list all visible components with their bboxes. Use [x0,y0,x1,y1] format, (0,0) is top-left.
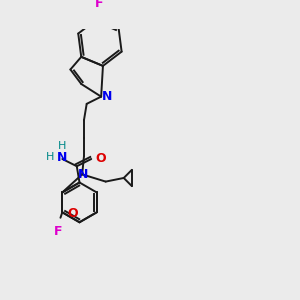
Text: F: F [53,225,62,238]
Text: N: N [78,168,88,181]
Text: O: O [96,152,106,165]
Text: H: H [46,152,54,162]
Text: F: F [94,0,103,10]
Text: H: H [58,141,67,151]
Text: O: O [68,207,78,220]
Text: N: N [102,90,112,103]
Text: N: N [57,151,68,164]
